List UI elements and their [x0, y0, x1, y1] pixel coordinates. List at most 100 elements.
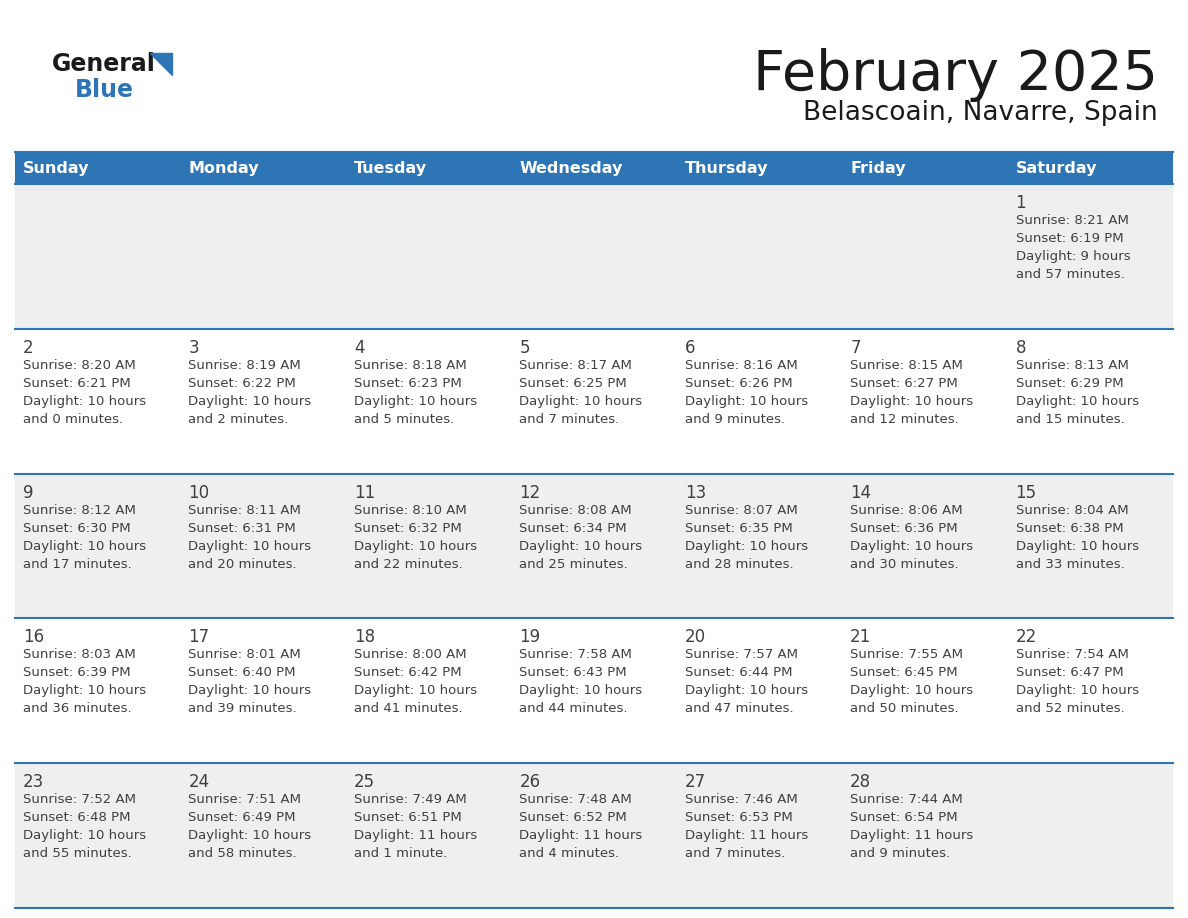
Text: and 15 minutes.: and 15 minutes.: [1016, 413, 1124, 426]
Text: and 52 minutes.: and 52 minutes.: [1016, 702, 1124, 715]
Text: Sunset: 6:52 PM: Sunset: 6:52 PM: [519, 812, 627, 824]
Text: and 7 minutes.: and 7 minutes.: [684, 847, 785, 860]
Text: Sunset: 6:53 PM: Sunset: 6:53 PM: [684, 812, 792, 824]
Text: Daylight: 10 hours: Daylight: 10 hours: [189, 540, 311, 553]
Bar: [677, 619, 842, 763]
Text: 11: 11: [354, 484, 375, 501]
Text: Sunrise: 7:44 AM: Sunrise: 7:44 AM: [851, 793, 963, 806]
Text: Sunset: 6:38 PM: Sunset: 6:38 PM: [1016, 521, 1123, 534]
Text: and 1 minute.: and 1 minute.: [354, 847, 447, 860]
Text: Sunset: 6:39 PM: Sunset: 6:39 PM: [23, 666, 131, 679]
Text: Daylight: 10 hours: Daylight: 10 hours: [851, 395, 973, 408]
Text: Daylight: 10 hours: Daylight: 10 hours: [851, 685, 973, 698]
Bar: [346, 329, 511, 474]
Text: Belascoain, Navarre, Spain: Belascoain, Navarre, Spain: [803, 100, 1158, 126]
Text: and 25 minutes.: and 25 minutes.: [519, 557, 628, 571]
Text: Daylight: 10 hours: Daylight: 10 hours: [519, 540, 643, 553]
Text: Daylight: 10 hours: Daylight: 10 hours: [23, 829, 146, 842]
Text: Daylight: 10 hours: Daylight: 10 hours: [519, 395, 643, 408]
Text: Sunrise: 8:06 AM: Sunrise: 8:06 AM: [851, 504, 962, 517]
Bar: [15, 619, 181, 763]
Text: Sunrise: 8:04 AM: Sunrise: 8:04 AM: [1016, 504, 1129, 517]
Text: Wednesday: Wednesday: [519, 161, 623, 175]
Text: and 33 minutes.: and 33 minutes.: [1016, 557, 1124, 571]
Text: Daylight: 10 hours: Daylight: 10 hours: [354, 540, 478, 553]
Text: and 12 minutes.: and 12 minutes.: [851, 413, 959, 426]
Text: Sunset: 6:54 PM: Sunset: 6:54 PM: [851, 812, 958, 824]
Bar: [1007, 763, 1173, 908]
Text: and 28 minutes.: and 28 minutes.: [684, 557, 794, 571]
Text: and 41 minutes.: and 41 minutes.: [354, 702, 462, 715]
Text: Sunrise: 8:10 AM: Sunrise: 8:10 AM: [354, 504, 467, 517]
Text: Sunset: 6:27 PM: Sunset: 6:27 PM: [851, 376, 958, 390]
Text: and 2 minutes.: and 2 minutes.: [189, 413, 289, 426]
Text: and 4 minutes.: and 4 minutes.: [519, 847, 619, 860]
Text: Sunrise: 7:46 AM: Sunrise: 7:46 AM: [684, 793, 797, 806]
Text: Blue: Blue: [75, 78, 134, 102]
Text: and 17 minutes.: and 17 minutes.: [23, 557, 132, 571]
Text: Sunrise: 8:00 AM: Sunrise: 8:00 AM: [354, 648, 467, 661]
Text: Sunset: 6:32 PM: Sunset: 6:32 PM: [354, 521, 462, 534]
Bar: [346, 619, 511, 763]
Text: Daylight: 10 hours: Daylight: 10 hours: [1016, 540, 1138, 553]
Text: Daylight: 10 hours: Daylight: 10 hours: [23, 395, 146, 408]
Bar: [15, 329, 181, 474]
Text: 7: 7: [851, 339, 860, 357]
Text: 15: 15: [1016, 484, 1037, 501]
Text: Sunset: 6:43 PM: Sunset: 6:43 PM: [519, 666, 627, 679]
Text: 16: 16: [23, 629, 44, 646]
Text: and 44 minutes.: and 44 minutes.: [519, 702, 627, 715]
Text: Daylight: 10 hours: Daylight: 10 hours: [23, 540, 146, 553]
Text: Sunset: 6:26 PM: Sunset: 6:26 PM: [684, 376, 792, 390]
Text: Sunrise: 8:19 AM: Sunrise: 8:19 AM: [189, 359, 302, 372]
Bar: [181, 184, 346, 329]
Bar: [677, 329, 842, 474]
Text: Sunrise: 8:15 AM: Sunrise: 8:15 AM: [851, 359, 963, 372]
Text: Sunrise: 8:12 AM: Sunrise: 8:12 AM: [23, 504, 135, 517]
Bar: [677, 184, 842, 329]
Bar: [346, 184, 511, 329]
Text: and 47 minutes.: and 47 minutes.: [684, 702, 794, 715]
Text: Daylight: 11 hours: Daylight: 11 hours: [354, 829, 478, 842]
Bar: [15, 184, 181, 329]
Text: Daylight: 10 hours: Daylight: 10 hours: [684, 395, 808, 408]
Bar: [346, 474, 511, 619]
Text: Daylight: 11 hours: Daylight: 11 hours: [519, 829, 643, 842]
Text: Sunset: 6:47 PM: Sunset: 6:47 PM: [1016, 666, 1123, 679]
Text: 26: 26: [519, 773, 541, 791]
Text: Sunrise: 7:49 AM: Sunrise: 7:49 AM: [354, 793, 467, 806]
Bar: [842, 474, 1007, 619]
Bar: [181, 474, 346, 619]
Text: Friday: Friday: [851, 161, 905, 175]
Text: Sunrise: 8:11 AM: Sunrise: 8:11 AM: [189, 504, 302, 517]
Text: Sunrise: 7:58 AM: Sunrise: 7:58 AM: [519, 648, 632, 661]
Bar: [15, 763, 181, 908]
Text: Daylight: 10 hours: Daylight: 10 hours: [851, 540, 973, 553]
Text: 27: 27: [684, 773, 706, 791]
Text: Daylight: 10 hours: Daylight: 10 hours: [189, 685, 311, 698]
Bar: [181, 329, 346, 474]
Text: Sunrise: 8:13 AM: Sunrise: 8:13 AM: [1016, 359, 1129, 372]
Text: 12: 12: [519, 484, 541, 501]
Bar: [511, 184, 677, 329]
Bar: [1007, 184, 1173, 329]
Text: Sunrise: 8:21 AM: Sunrise: 8:21 AM: [1016, 214, 1129, 227]
Bar: [511, 619, 677, 763]
Text: Sunrise: 7:51 AM: Sunrise: 7:51 AM: [189, 793, 302, 806]
Text: Daylight: 11 hours: Daylight: 11 hours: [851, 829, 973, 842]
Text: Thursday: Thursday: [684, 161, 769, 175]
Text: and 9 minutes.: and 9 minutes.: [684, 413, 785, 426]
Text: Sunset: 6:49 PM: Sunset: 6:49 PM: [189, 812, 296, 824]
Text: February 2025: February 2025: [753, 48, 1158, 102]
Text: 25: 25: [354, 773, 375, 791]
Bar: [346, 763, 511, 908]
Text: 18: 18: [354, 629, 375, 646]
Text: Sunset: 6:34 PM: Sunset: 6:34 PM: [519, 521, 627, 534]
Bar: [677, 474, 842, 619]
Text: 3: 3: [189, 339, 200, 357]
Text: 5: 5: [519, 339, 530, 357]
Text: Sunset: 6:42 PM: Sunset: 6:42 PM: [354, 666, 461, 679]
Text: Sunday: Sunday: [23, 161, 89, 175]
Text: Daylight: 10 hours: Daylight: 10 hours: [189, 829, 311, 842]
Polygon shape: [150, 53, 172, 75]
